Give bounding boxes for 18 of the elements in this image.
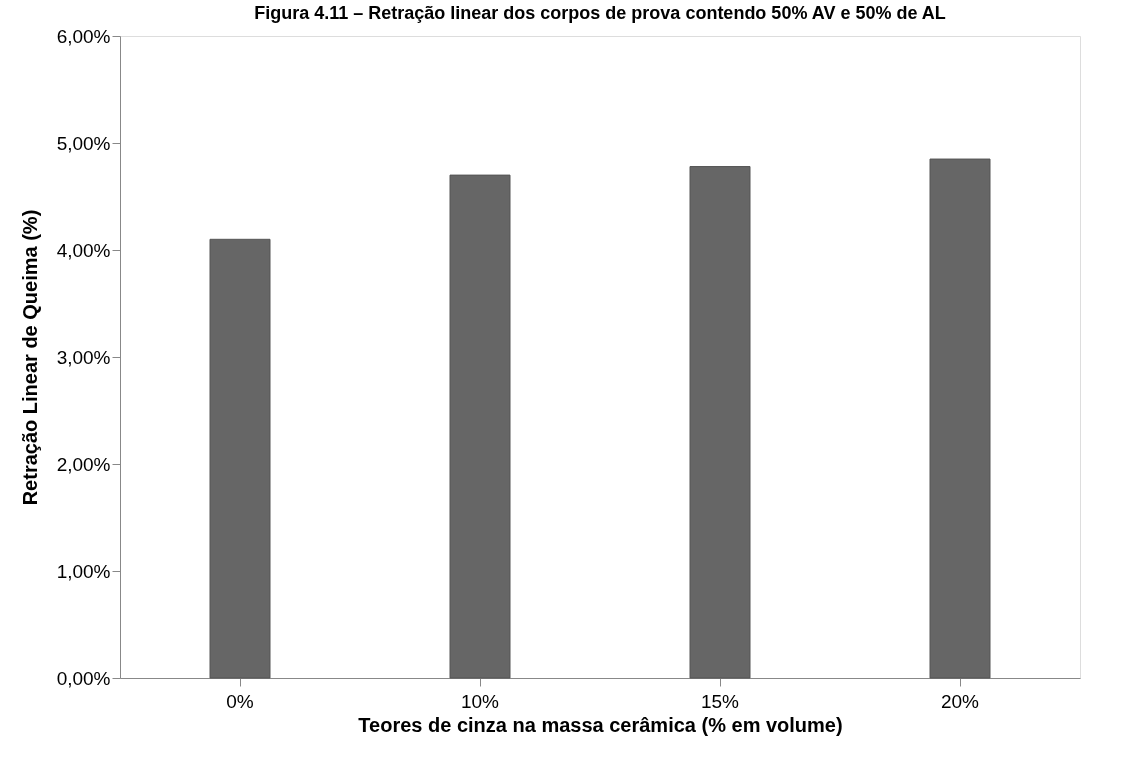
x-axis-title: Teores de cinza na massa cerâmica (% em volume) (358, 713, 843, 736)
x-tick-label: 0% (226, 690, 254, 712)
y-axis-title: Retração Linear de Queima (%) (18, 209, 41, 506)
bar (209, 238, 271, 679)
y-tick-label: 6,00% (56, 25, 111, 47)
y-tick-label: 4,00% (56, 239, 111, 261)
y-tick-label: 2,00% (56, 453, 111, 475)
y-tick-label: 3,00% (56, 346, 111, 368)
x-tick-label: 10% (460, 690, 500, 712)
y-tick-label: 0,00% (56, 667, 111, 689)
x-tick-label: 15% (700, 690, 740, 712)
bar (929, 158, 991, 679)
bar (449, 174, 511, 679)
y-tick-label: 5,00% (56, 132, 111, 154)
y-tick-label: 1,00% (56, 560, 111, 582)
x-tick-label: 20% (940, 690, 980, 712)
bar (689, 166, 751, 679)
chart-title: Figura 4.11 – Retração linear dos corpos de prova contendo 50% AV e 50% de AL (254, 3, 946, 23)
